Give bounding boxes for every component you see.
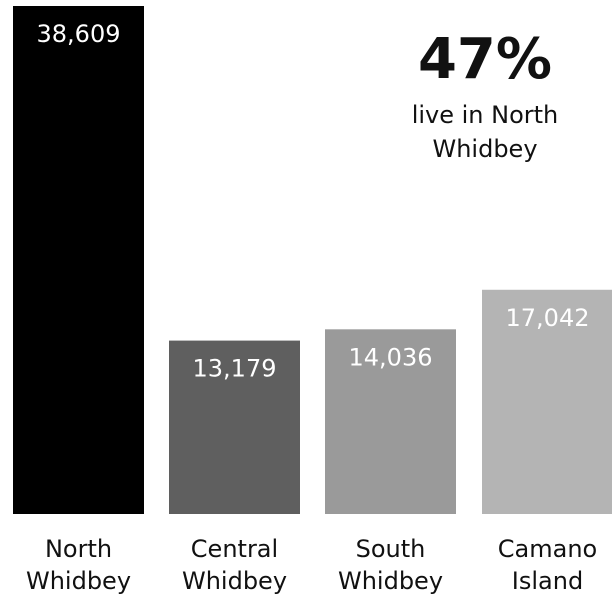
category-label-camano-island-line-2: Island bbox=[512, 567, 583, 595]
category-label-north-whidbey-line-1: North bbox=[45, 535, 112, 563]
category-label-central-whidbey-line-1: Central bbox=[191, 535, 278, 563]
bar-camano-island bbox=[482, 289, 612, 514]
category-label-south-whidbey-line-2: Whidbey bbox=[338, 567, 443, 595]
callout: 47% live in North Whidbey bbox=[395, 28, 575, 166]
callout-percentage: 47% bbox=[417, 27, 553, 92]
value-label-camano-island: 17,042 bbox=[506, 304, 590, 332]
category-label-north-whidbey-line-2: Whidbey bbox=[26, 567, 131, 595]
bar-south-whidbey bbox=[325, 329, 456, 514]
category-labels-group: North Whidbey Central Whidbey South Whidbey Ca… bbox=[26, 535, 597, 595]
bar-central-whidbey bbox=[169, 340, 300, 514]
value-labels-group: 38,609 13,179 14,036 17,042 bbox=[37, 20, 590, 383]
bars-group bbox=[13, 6, 612, 514]
category-label-camano-island-line-1: Camano bbox=[498, 535, 597, 563]
value-label-central-whidbey: 13,179 bbox=[193, 355, 277, 383]
category-label-south-whidbey-line-1: South bbox=[356, 535, 426, 563]
category-label-central-whidbey-line-2: Whidbey bbox=[182, 567, 287, 595]
bar-north-whidbey bbox=[13, 6, 144, 514]
callout-text: live in North Whidbey bbox=[411, 101, 559, 163]
value-label-south-whidbey: 14,036 bbox=[349, 343, 433, 371]
value-label-north-whidbey: 38,609 bbox=[37, 20, 121, 48]
